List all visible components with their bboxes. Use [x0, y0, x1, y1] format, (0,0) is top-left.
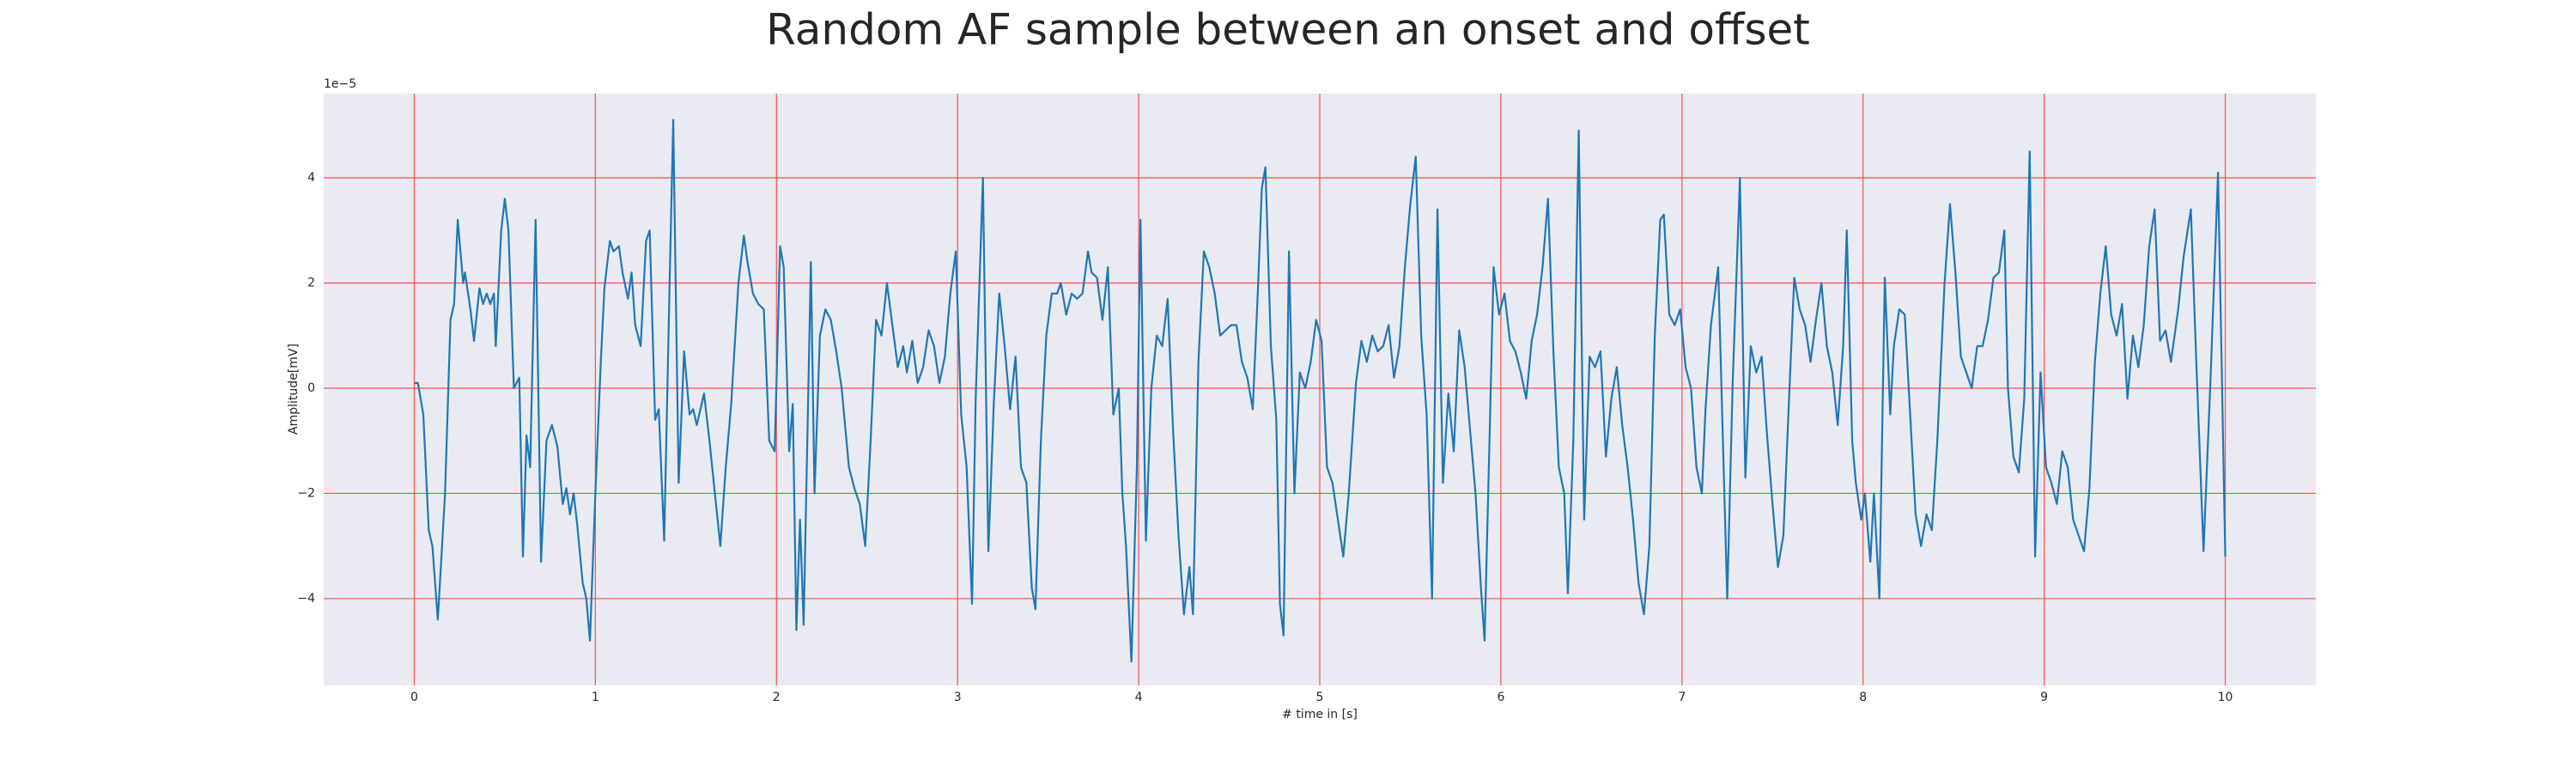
x-tick-label: 7	[1678, 691, 1686, 704]
y-axis-label: Amplitude[mV]	[287, 344, 301, 435]
x-tick-label: 2	[773, 691, 781, 704]
x-tick-label: 0	[410, 691, 418, 704]
x-tick-label: 1	[592, 691, 599, 704]
y-tick-label: 4	[307, 171, 315, 185]
x-tick-label: 3	[954, 691, 962, 704]
x-axis-label: # time in [s]	[1282, 708, 1358, 721]
y-tick-label: −2	[297, 486, 315, 500]
chart-title: Random AF sample between an onset and of…	[766, 5, 1810, 55]
x-tick-label: 4	[1135, 691, 1143, 704]
signal-line	[414, 119, 2227, 663]
x-tick-label: 6	[1497, 691, 1504, 704]
x-tick-label: 9	[2040, 691, 2048, 704]
y-tick-label: 0	[307, 381, 315, 395]
x-tick-label: 8	[1859, 691, 1867, 704]
x-tick-label: 10	[2218, 691, 2233, 704]
x-tick-label: 5	[1316, 691, 1324, 704]
y-tick-label: 2	[307, 276, 315, 289]
y-tick-label: −4	[297, 592, 315, 606]
y-offset-label: 1e−5	[324, 77, 356, 91]
